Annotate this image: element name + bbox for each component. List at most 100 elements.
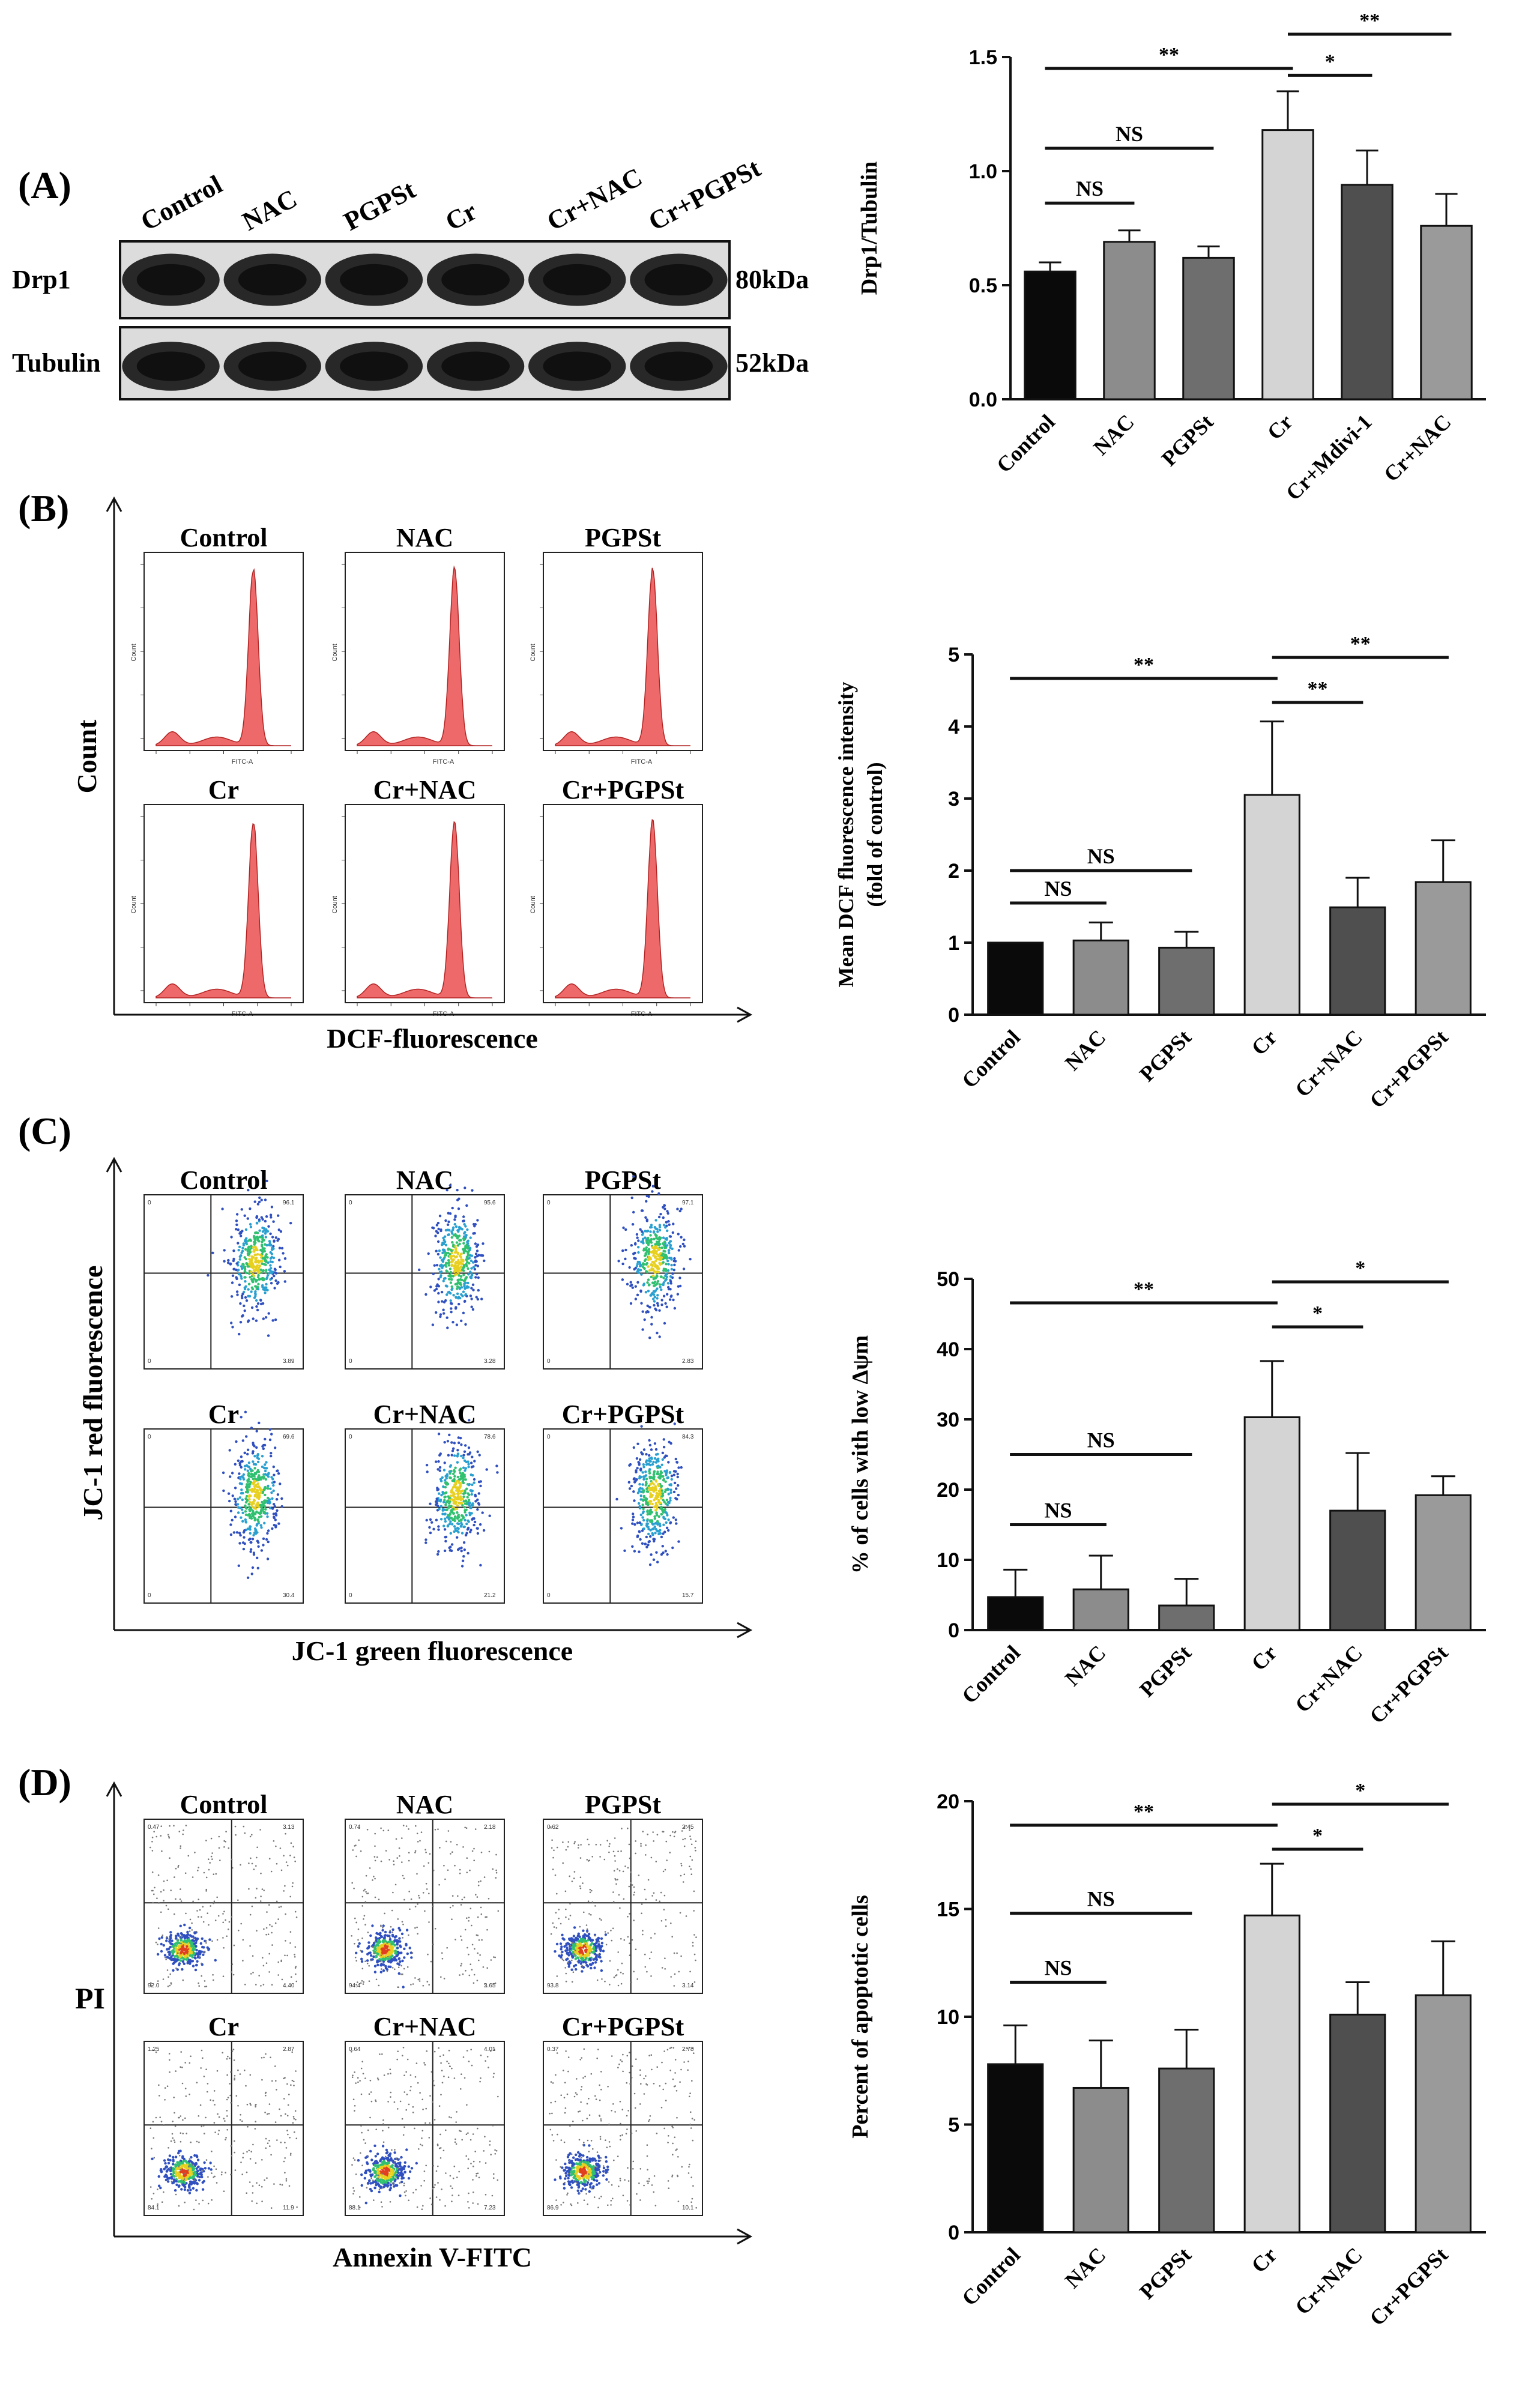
scatter-point (220, 2173, 223, 2176)
scatter-point (292, 1882, 294, 1884)
scatter-point (658, 1224, 662, 1227)
scatter-point (570, 1968, 573, 1971)
scatter-point (647, 1252, 650, 1255)
scatter-point (190, 2155, 193, 2159)
scatter-point (194, 2179, 196, 2181)
scatter-point (678, 1276, 681, 1279)
scatter-point (244, 1285, 247, 1288)
scatter-point (651, 1246, 654, 1249)
scatter-point (607, 1932, 609, 1934)
scatter-point (261, 1465, 264, 1469)
scatter-point (209, 2161, 212, 2164)
scatter-point (631, 1884, 633, 1886)
scatter-point (274, 1524, 277, 1527)
scatter-point (256, 1269, 259, 1272)
scatter-point (242, 1547, 246, 1551)
scatter-point (624, 1248, 627, 1252)
scatter-point (571, 1880, 573, 1882)
scatter-point (585, 1939, 588, 1943)
scatter-point (243, 1451, 246, 1455)
scatter-point (635, 1233, 639, 1236)
scatter-point (661, 1967, 663, 1969)
scatter-point (695, 1849, 696, 1852)
scatter-point (648, 1468, 651, 1471)
scatter-point (174, 2112, 175, 2114)
scatter-point (262, 1447, 265, 1451)
scatter-point (680, 1862, 682, 1865)
scatter-point (201, 2049, 203, 2052)
scatter-point (471, 1189, 474, 1192)
scatter-point (400, 1973, 402, 1975)
scatter-point (184, 1935, 187, 1939)
scatter-point (631, 1939, 633, 1941)
scatter-point (456, 1229, 459, 1232)
scatter-point (451, 1851, 453, 1853)
scatter-point (650, 1951, 653, 1953)
scatter-point (162, 1978, 165, 1980)
scatter-point (249, 1550, 252, 1553)
scatter-point (181, 1968, 184, 1971)
scatter-point (214, 2104, 216, 2106)
scatter-point (659, 1258, 662, 1261)
scatter-point (654, 1243, 657, 1246)
scatter-point (398, 1937, 401, 1940)
scatter-point (284, 1885, 286, 1887)
scatter-point (641, 1516, 644, 1519)
scatter-point (392, 1891, 394, 1894)
scatter-point (456, 1287, 459, 1290)
scatter-point (291, 2079, 294, 2082)
scatter-point (648, 1460, 651, 1463)
scatter-point (294, 1946, 297, 1948)
scatter-point (673, 1257, 676, 1260)
scatter-point (476, 1527, 479, 1530)
scatter-point (632, 1515, 635, 1518)
scatter-point (446, 1326, 449, 1329)
scatter-point (651, 1185, 655, 1188)
histogram-y-axis-label: Count (130, 896, 137, 913)
scatter-point (249, 1481, 252, 1484)
scatter-point (215, 1873, 217, 1875)
scatter-point (617, 1984, 620, 1987)
scatter-point (180, 1951, 183, 1954)
quadrant-value: 94.4 (349, 1983, 361, 1989)
scatter-point (240, 1466, 243, 1469)
scatter-point (195, 2167, 198, 2170)
scatter-point (192, 2169, 195, 2172)
scatter-point (645, 1270, 649, 1273)
scatter-point (648, 1957, 651, 1960)
scatter-point (216, 2070, 219, 2072)
scatter-point (476, 1249, 479, 1252)
scatter-point (456, 1844, 458, 1846)
scatter-point (454, 1261, 457, 1264)
scatter-point (408, 1852, 410, 1854)
scatter-point (381, 1952, 384, 1955)
scatter-point (443, 1499, 446, 1502)
scatter-point (445, 1477, 448, 1480)
scatter-point (495, 1871, 498, 1874)
scatter-point (476, 1243, 480, 1246)
scatter-point (230, 1236, 233, 1239)
scatter-point (270, 1255, 273, 1259)
scatter-point (266, 1911, 268, 1913)
scatter-point (198, 1950, 201, 1953)
scatter-point (565, 1908, 567, 1910)
scatter-point (227, 1261, 230, 1264)
scatter-point (438, 1492, 441, 1495)
scatter-point (633, 1919, 635, 1921)
flow-b-ylabel: Count (71, 719, 102, 793)
scatter-point (256, 1501, 259, 1504)
scatter-point (558, 1918, 560, 1919)
scatter-point (449, 1906, 451, 1909)
scatter-point (417, 1978, 419, 1981)
scatter-point (168, 1950, 171, 1953)
scatter-point (274, 1514, 278, 1517)
scatter-point (373, 1965, 377, 1968)
scatter-point (450, 1517, 453, 1520)
scatter-point (649, 1257, 652, 1260)
scatter-point (238, 1532, 241, 1535)
scatter-point (163, 2175, 166, 2178)
scatter-point (568, 1918, 570, 1920)
scatter-point (386, 1970, 388, 1972)
scatter-point (160, 2121, 163, 2122)
scatter-point (483, 1259, 486, 1263)
